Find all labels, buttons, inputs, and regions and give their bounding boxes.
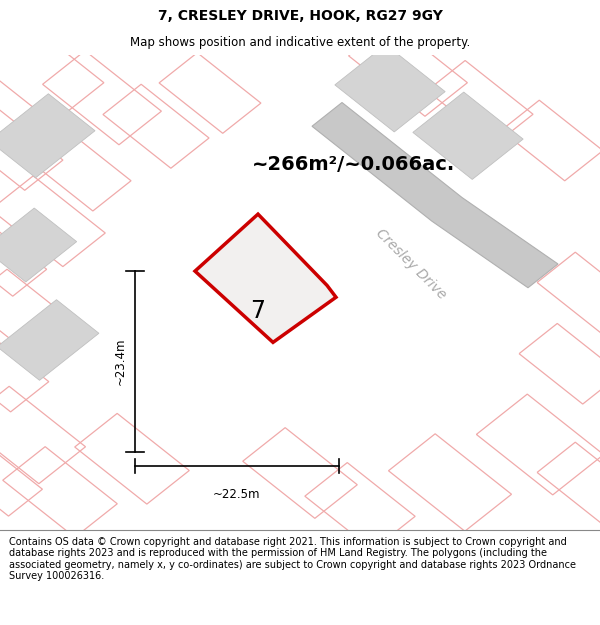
Polygon shape: [0, 300, 99, 380]
Polygon shape: [413, 92, 523, 179]
Text: 7, CRESLEY DRIVE, HOOK, RG27 9GY: 7, CRESLEY DRIVE, HOOK, RG27 9GY: [158, 9, 442, 24]
Polygon shape: [0, 208, 77, 282]
Text: ~23.4m: ~23.4m: [113, 338, 127, 385]
Text: ~22.5m: ~22.5m: [213, 488, 261, 501]
Polygon shape: [335, 44, 445, 132]
Polygon shape: [312, 102, 558, 288]
Text: Cresley Drive: Cresley Drive: [373, 226, 449, 302]
Text: ~266m²/~0.066ac.: ~266m²/~0.066ac.: [252, 155, 455, 174]
Polygon shape: [195, 214, 336, 342]
Text: Contains OS data © Crown copyright and database right 2021. This information is : Contains OS data © Crown copyright and d…: [9, 537, 576, 581]
Text: Map shows position and indicative extent of the property.: Map shows position and indicative extent…: [130, 36, 470, 49]
Text: 7: 7: [251, 299, 265, 324]
Polygon shape: [0, 94, 95, 178]
